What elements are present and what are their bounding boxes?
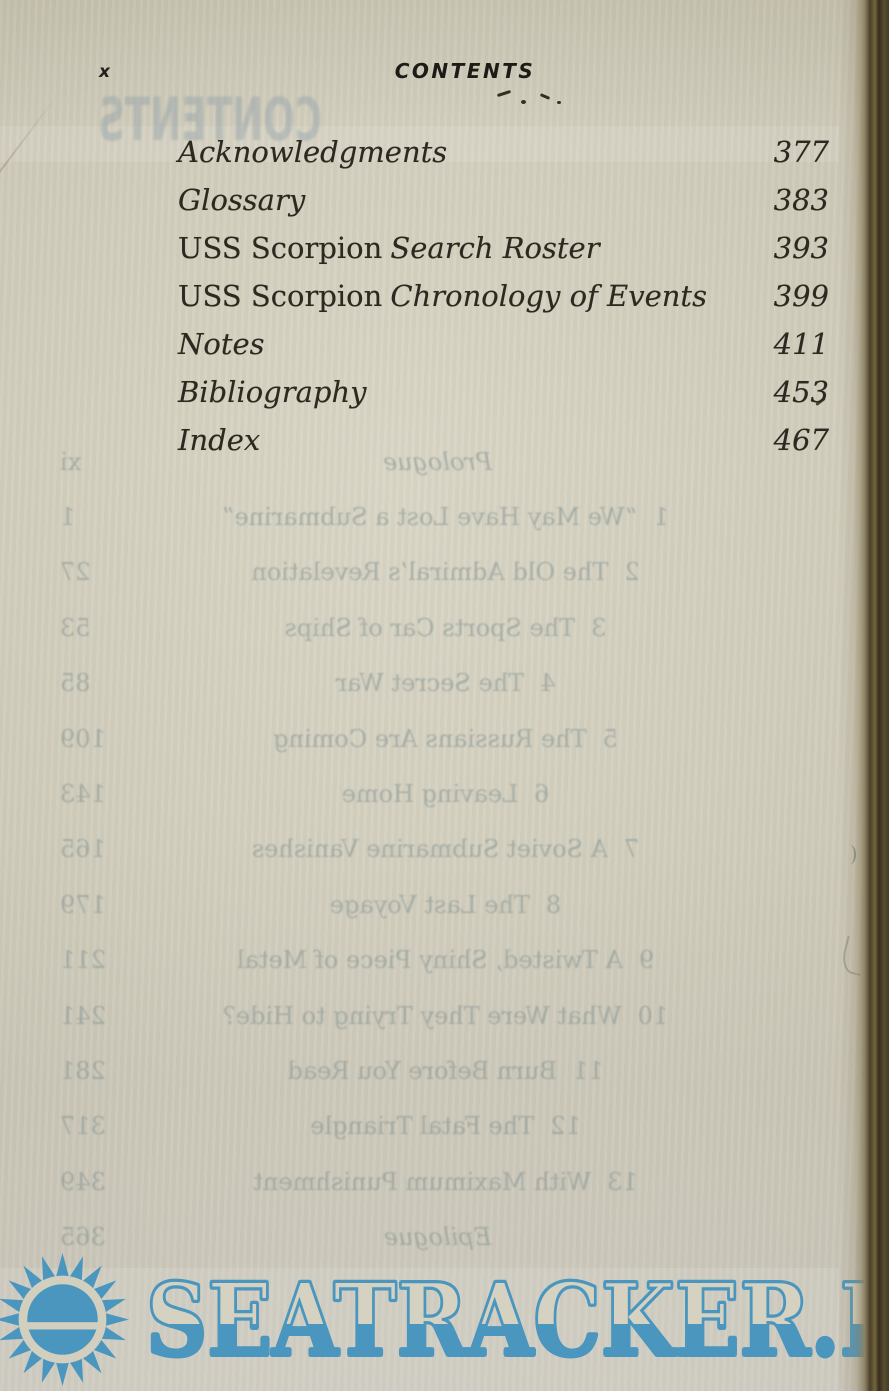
bleed-page-number: 211 [60, 946, 106, 975]
ink-speck [557, 101, 561, 104]
bleed-chapter-number: 5 [602, 724, 618, 753]
bleed-chapter-title: The Sports Car of Ships [284, 613, 576, 642]
bleed-toc-row: 11 Burn Before You Read 281 [56, 1043, 835, 1098]
bleed-chapter-title: The Russians Are Coming [273, 724, 587, 753]
scan-light-band [0, 126, 839, 162]
bleed-heading-text: CONTENTS [98, 85, 322, 155]
bleed-chapter-title: The Secret War [335, 669, 525, 698]
toc-entry: Bibliography 453 [178, 368, 829, 416]
toc-entry: Acknowledgments 377 [178, 128, 829, 176]
bleed-chapter-title: A Twisted, Shiny Piece of Metal [236, 946, 623, 975]
scan-tone-band [0, 1268, 839, 1391]
toc-page-number: 383 [773, 183, 829, 217]
bleed-chapter-number: 12 [550, 1112, 581, 1141]
bleed-toc-row: 1 “We May Have Lost a Submarine” 1 [56, 489, 835, 544]
toc-title-italic: Notes [178, 327, 265, 361]
bleed-toc-row: 3 The Sports Car of Ships 53 [56, 600, 835, 655]
toc-entry: Index 467 [178, 416, 829, 464]
bleed-through-toc: Prologue xi 1 “We May Have Lost a Submari… [56, 434, 835, 1265]
bleed-chapter-number: 4 [540, 669, 556, 698]
bleed-chapter-title: The Old Admiral’s Revelation [251, 558, 609, 587]
bleed-chapter-title: Leaving Home [341, 780, 519, 809]
bleed-toc-row: 2 The Old Admiral’s Revelation 27 [56, 545, 835, 600]
bleed-toc-row: 12 The Fatal Triangle 317 [56, 1099, 835, 1154]
ink-speck [521, 100, 526, 104]
bleed-toc-row: 10 What Were They Trying to Hide? 241 [56, 988, 835, 1043]
bleed-page-number: 365 [60, 1223, 106, 1252]
bleed-chapter-number: 8 [545, 890, 562, 919]
bleed-chapter-number: 2 [624, 558, 640, 587]
bleed-page-number: 165 [60, 835, 106, 864]
page-edge-shadow [839, 0, 889, 1391]
bleed-chapter-number: 1 [653, 503, 669, 532]
bleed-page-number: 241 [60, 1001, 106, 1030]
watermark-text-solid: SEATRACKER.RU [146, 1261, 889, 1379]
bleed-chapter-number: 11 [572, 1056, 604, 1085]
bleed-chapter-number: 6 [534, 780, 550, 809]
ink-speck [496, 89, 512, 98]
bleed-chapter-number: 3 [591, 613, 607, 642]
page-folio: x [99, 62, 110, 82]
sun-icon [0, 1253, 129, 1386]
bleed-page-number: 143 [60, 780, 106, 809]
bleed-chapter-title: “We May Have Lost a Submarine” [222, 503, 638, 532]
page-title: CONTENTS [394, 59, 536, 83]
bleed-through-heading: CONTENTS [94, 80, 326, 162]
bleed-page-number: 53 [60, 613, 91, 642]
bleed-page-number: 317 [60, 1112, 106, 1141]
bleed-toc-row: 8 The Last Voyage 179 [56, 877, 835, 932]
bleed-chapter-number: 7 [623, 835, 640, 864]
bleed-chapter-title: Burn Before You Read [287, 1056, 557, 1085]
toc-entry: USS Scorpion Search Roster 393 [178, 224, 829, 272]
toc-title-italic: Acknowledgments [178, 135, 448, 169]
toc-page-number: 453 [773, 375, 829, 409]
toc-page-number: 399 [773, 279, 829, 313]
bleed-page-number: 27 [60, 558, 91, 587]
toc-page-number: 377 [773, 135, 829, 169]
bleed-chapter-title: The Last Voyage [329, 890, 530, 919]
bleed-chapter-title: What Were They Trying to Hide? [222, 1001, 622, 1030]
toc-title-italic: Bibliography [178, 375, 367, 409]
toc-page-number: 467 [773, 423, 829, 457]
bleed-toc-row: 9 A Twisted, Shiny Piece of Metal 211 [56, 933, 835, 988]
toc-page-number: 393 [773, 231, 829, 265]
table-of-contents: Acknowledgments 377 Glossary 383 USS Sco… [178, 128, 829, 464]
bleed-chapter-number: 10 [637, 1001, 669, 1030]
bleed-chapter-number: 13 [607, 1167, 638, 1196]
toc-title-roman: USS Scorpion [178, 279, 383, 313]
toc-title-italic: Chronology of Events [390, 279, 707, 313]
bleed-toc-row: 6 Leaving Home 143 [56, 766, 835, 821]
bleed-chapter-title: A Soviet Submarine Vanishes [251, 835, 608, 864]
toc-title-roman: USS Scorpion [178, 231, 383, 265]
watermark-text: SEATRACKER.RU SEATRACKER.RU [145, 1261, 889, 1379]
ink-speck [539, 93, 551, 100]
toc-entry: USS Scorpion Chronology of Events 399 [178, 272, 829, 320]
bleed-chapter-title: Epilogue [383, 1223, 492, 1252]
bleed-page-number: 109 [60, 724, 106, 753]
bleed-toc-row: 5 The Russians Are Coming 109 [56, 711, 835, 766]
bleed-toc-row: 7 A Soviet Submarine Vanishes 165 [56, 822, 835, 877]
toc-page-number: 411 [773, 327, 829, 361]
bleed-page-number: 281 [60, 1056, 106, 1085]
toc-title-italic: Search Roster [390, 231, 600, 265]
bleed-page-number: 349 [60, 1167, 106, 1196]
bleed-page-number: 179 [60, 890, 106, 919]
bleed-toc-row: Epilogue 365 [56, 1209, 835, 1264]
toc-entry: Glossary 383 [178, 176, 829, 224]
watermark-text-outline: SEATRACKER.RU [145, 1261, 889, 1379]
toc-entry: Notes 411 [178, 320, 829, 368]
bleed-toc-row: 13 With Maximum Punishment 349 [56, 1154, 835, 1209]
bleed-page-number: xi [60, 447, 82, 476]
bleed-chapter-number: 9 [638, 946, 655, 975]
bleed-toc-row: 4 The Secret War 85 [56, 656, 835, 711]
bleed-chapter-title: With Maximum Punishment [253, 1167, 592, 1196]
bleed-page-number: 85 [60, 669, 91, 698]
toc-title-italic: Index [178, 423, 261, 457]
toc-title-italic: Glossary [178, 183, 306, 217]
bleed-page-number: 1 [60, 503, 76, 532]
bleed-chapter-title: The Fatal Triangle [310, 1112, 535, 1141]
